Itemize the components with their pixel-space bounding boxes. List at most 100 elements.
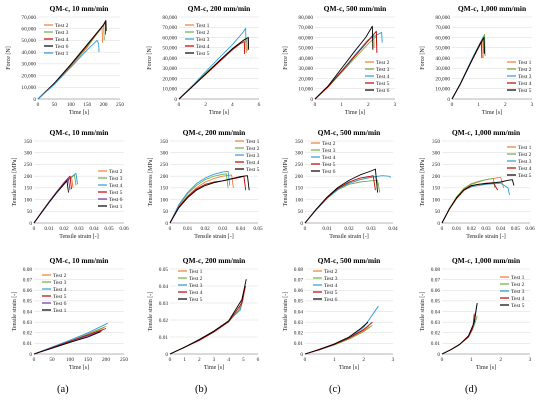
- legend-label: Test 2: [511, 282, 525, 288]
- x-tick-label: 0.04: [388, 226, 398, 232]
- y-tick-label: 50: [27, 209, 33, 215]
- x-tick-label: 0: [441, 357, 444, 363]
- y-tick-label: 30,000: [21, 62, 36, 68]
- y-tick-label: 0.04: [431, 309, 441, 315]
- y-tick-label: 20,000: [298, 76, 313, 82]
- legend-label: Test 6: [55, 44, 69, 50]
- y-tick-label: 300: [160, 151, 168, 157]
- y-tick-label: 0.07: [431, 277, 441, 283]
- y-tick-label: 70,000: [162, 25, 177, 31]
- x-tick-label: 0: [169, 226, 172, 232]
- y-tick-label: 0.05: [294, 299, 304, 305]
- legend-label: Test 3: [53, 280, 67, 286]
- column-label-c: (c): [329, 384, 341, 395]
- y-tick-label: 0: [300, 352, 303, 358]
- legend-label: Test 2: [53, 273, 67, 279]
- y-axis-label: Force [N]: [283, 46, 289, 70]
- y-tick-label: 10,000: [435, 87, 450, 93]
- chart-strain-10mm: QM-c, 10 mm/min 0 0.01 0.02 0.03 0.04 0.05 0.06…: [4, 255, 132, 377]
- y-tick-label: 250: [160, 162, 168, 168]
- x-tick-label: 1: [333, 357, 336, 363]
- y-tick-label: 20,000: [21, 73, 36, 79]
- y-tick-label: 0.08: [23, 267, 33, 273]
- x-tick-label: 0.03: [218, 226, 228, 232]
- legend-label: Test 3: [322, 148, 336, 154]
- chart-title: QM-c, 10 mm/min: [50, 128, 110, 137]
- x-tick-label: 4: [231, 102, 234, 108]
- y-tick-label: 20,000: [162, 76, 177, 82]
- y-axis-label: Force [N]: [6, 46, 12, 70]
- y-tick-label: 0.07: [294, 277, 304, 283]
- legend-label: Test 1: [518, 60, 532, 66]
- y-tick-label: 30,000: [435, 66, 450, 72]
- chart-svg: QM-c, 200 mm/min 0 50 100 150 200 250 300 350 0 0.…: [148, 128, 263, 240]
- y-tick-label: 100: [295, 197, 303, 203]
- legend-label: Test 5: [518, 173, 532, 179]
- x-tick-label: 200: [100, 102, 108, 108]
- y-axis-label: Tensile strain [-]: [283, 292, 289, 332]
- x-tick-label: 2: [198, 357, 201, 363]
- y-tick-label: 0.04: [159, 284, 169, 290]
- y-tick-label: 0.05: [431, 299, 441, 305]
- legend-label: Test 4: [324, 283, 338, 289]
- y-tick-label: 0.01: [294, 341, 304, 347]
- y-tick-label: 50: [435, 209, 441, 215]
- chart-strain-1000mm: QM-c, 1,000 mm/min 0 0.01 0.02 0.03 0.04 0.05 0…: [410, 255, 538, 377]
- x-axis-label: Time [s]: [339, 365, 359, 371]
- y-tick-label: 150: [160, 186, 168, 192]
- legend-label: Test 2: [324, 269, 338, 275]
- legend-label: Test 2: [246, 146, 260, 152]
- y-tick-label: 0.03: [294, 320, 304, 326]
- y-tick-label: 0.03: [23, 320, 33, 326]
- y-tick-label: 0.03: [431, 320, 441, 326]
- x-tick-label: 1: [470, 357, 473, 363]
- chart-svg: QM-c, 10 mm/min 0 0.01 0.02 0.03 0.04 0.05 0.06…: [12, 256, 128, 371]
- y-tick-label: 80,000: [435, 15, 450, 21]
- x-tick-label: 0.04: [236, 226, 246, 232]
- x-tick-label: 0.01: [322, 226, 332, 232]
- legend-label: Test 6: [324, 297, 338, 303]
- series-line: [451, 37, 485, 100]
- y-tick-label: 250: [295, 162, 303, 168]
- y-tick-label: 0.05: [159, 267, 169, 273]
- x-tick-label: 3: [213, 357, 216, 363]
- y-tick-label: 0.08: [431, 267, 441, 273]
- y-tick-label: 10,000: [298, 87, 313, 93]
- y-tick-label: 200: [160, 174, 168, 180]
- legend-label: Test 3: [518, 74, 532, 80]
- legend-label: Test 2: [518, 67, 532, 73]
- chart-svg: QM-c, 500 mm/min 0 0.01 0.02 0.03 0.04 0.05 0.0…: [283, 256, 395, 371]
- series-line: [441, 182, 510, 224]
- x-tick-label: 3: [529, 357, 532, 363]
- x-tick-label: 0.03: [74, 226, 84, 232]
- chart-strain-500mm: QM-c, 500 mm/min 0 0.01 0.02 0.03 0.04 0.05 0.0…: [273, 255, 401, 377]
- series-line: [304, 324, 373, 355]
- legend-label: Test 5: [189, 297, 203, 303]
- x-tick-label: 0.04: [89, 226, 99, 232]
- chart-svg: QM-c, 200 mm/min 0 0.01 0.02 0.03 0.04 0.05 0 1 2…: [148, 256, 260, 371]
- y-tick-label: 0.02: [431, 331, 441, 337]
- y-tick-label: 0.06: [23, 288, 33, 294]
- x-tick-label: 150: [84, 357, 92, 363]
- y-tick-label: 0: [165, 352, 168, 358]
- series-line: [441, 182, 499, 224]
- chart-svg: QM-c, 1,000 mm/min 0 50 100 150 200 250 300 350 0…: [420, 128, 535, 240]
- y-tick-label: 200: [24, 174, 32, 180]
- y-axis-label: Tensile strain [-]: [420, 292, 426, 332]
- y-tick-label: 40,000: [298, 56, 313, 62]
- legend-label: Test 4: [376, 74, 390, 80]
- legend-label: Test 3: [518, 159, 532, 165]
- x-tick-label: 5: [242, 357, 245, 363]
- chart-svg: QM-c, 1,000 mm/min 0 10,000 20,000 30,000 40,…: [420, 4, 534, 116]
- x-tick-label: 1: [183, 357, 186, 363]
- legend-label: Test 1: [518, 145, 532, 151]
- chart-title: QM-c, 1,000 mm/min: [452, 256, 521, 265]
- chart-strain-200mm: QM-c, 200 mm/min 0 0.01 0.02 0.03 0.04 0.05 0 1 2…: [138, 255, 266, 377]
- y-tick-label: 150: [24, 186, 32, 192]
- chart-title: QM-c, 10 mm/min: [50, 256, 110, 265]
- x-tick-label: 0.05: [104, 226, 114, 232]
